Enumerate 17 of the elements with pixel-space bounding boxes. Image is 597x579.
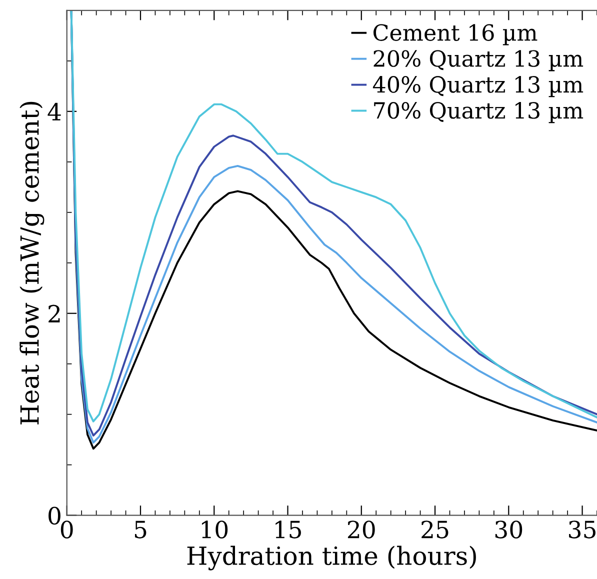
x-tick-label: 0 — [60, 520, 73, 538]
x-tick-label: 15 — [276, 520, 301, 538]
x-tick-label: 30 — [495, 520, 522, 538]
x-tick-label: 10 — [202, 520, 228, 538]
x-tick-label: 20 — [348, 520, 375, 538]
y-axis-title: Heat flow (mW/g cement) — [20, 102, 44, 424]
legend-label: Cement 16 µm — [374, 24, 538, 46]
legend-label: 70% Quartz 13 µm — [374, 102, 584, 124]
y-tick-label: 2 — [48, 304, 60, 322]
x-tick-label: 35 — [569, 520, 596, 538]
y-tick-label: 0 — [48, 506, 60, 525]
x-axis-title: Hydration time (hours) — [187, 546, 476, 570]
legend-label: 40% Quartz 13 µm — [372, 76, 584, 98]
x-tick-label: 25 — [422, 520, 448, 538]
x-tick-label: 5 — [134, 520, 146, 538]
legend-label: 20% Quartz 13 µm — [374, 50, 584, 72]
y-tick-label: 4 — [48, 102, 61, 120]
